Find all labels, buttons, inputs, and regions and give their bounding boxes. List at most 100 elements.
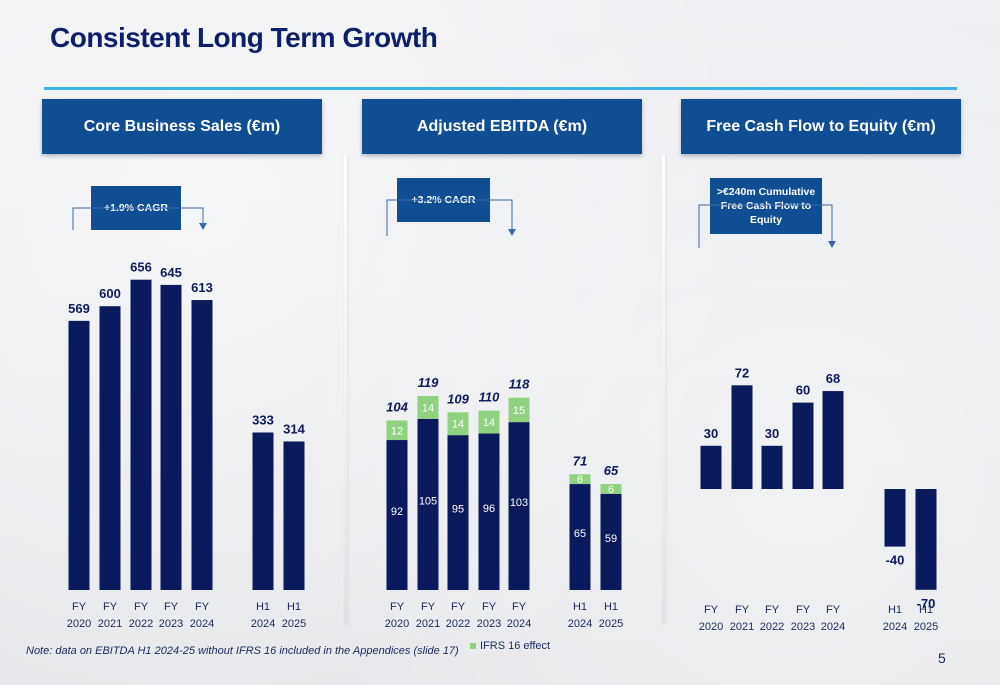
ebitda-tick-line2: 2020 (385, 618, 409, 630)
ebitda-tick-line2: 2024 (507, 618, 531, 630)
fcfe-tick-line1: FY (826, 604, 841, 616)
ebitda-tick-line1: H1 (573, 601, 587, 613)
sales-tick-line2: 2025 (282, 618, 306, 630)
sales-data-label: 600 (99, 286, 121, 301)
ebitda-bar-ifrs (508, 397, 530, 423)
sales-tick-line2: 2020 (67, 618, 91, 630)
fcfe-tick-line2: 2022 (760, 621, 784, 633)
ebitda-core-label: 92 (391, 506, 403, 518)
panel-header-sales: Core Business Sales (€m) (42, 99, 322, 154)
fcfe-data-label: 72 (735, 365, 749, 380)
fcfe-tick-line2: 2024 (883, 621, 907, 633)
sales-data-label: 314 (283, 421, 305, 436)
ebitda-total-label: 109 (447, 391, 469, 406)
ebitda-tick-line1: FY (482, 601, 497, 613)
ebitda-core-label: 65 (574, 528, 586, 540)
fcfe-tick-line2: 2020 (699, 621, 723, 633)
sales-tick-line2: 2021 (98, 618, 122, 630)
fcfe-tick-line1: FY (704, 604, 719, 616)
ebitda-total-label: 118 (509, 377, 530, 392)
ebitda-tick-line1: FY (451, 601, 466, 613)
ebitda-bar-core (417, 418, 439, 590)
ebitda-core-label: 96 (483, 503, 495, 515)
cagr-bracket-sales-arrow (199, 223, 207, 230)
fcfe-bar (915, 489, 937, 590)
panel-header-fcfe: Free Cash Flow to Equity (€m) (681, 99, 961, 154)
cagr-bracket-ebitda (386, 199, 513, 236)
fcfe-data-label: 60 (796, 383, 810, 398)
sales-data-label: 656 (130, 260, 152, 275)
sales-data-label: 645 (160, 265, 182, 280)
title-underline (44, 87, 957, 90)
sales-bar (68, 320, 90, 590)
ebitda-bar-ifrs (417, 396, 439, 419)
ebitda-total-label: 119 (418, 375, 439, 390)
sales-data-label: 569 (68, 301, 90, 316)
sales-tick-line1: FY (72, 601, 87, 613)
fcfe-tick-line2: 2025 (914, 621, 938, 633)
ebitda-bar-core (569, 484, 591, 590)
fcfe-tick-line1: FY (796, 604, 811, 616)
ebitda-bar-ifrs (478, 410, 500, 434)
fcfe-data-label: -40 (886, 553, 905, 568)
ebitda-tick-line2: 2021 (416, 618, 440, 630)
ebitda-bar-core (447, 435, 469, 590)
ebitda-ifrs-label: 14 (452, 419, 464, 431)
sales-bar (160, 284, 182, 590)
sales-data-label: 333 (252, 412, 274, 427)
ebitda-tick-line2: 2023 (477, 618, 501, 630)
fcfe-data-label: -70 (917, 596, 936, 611)
cagr-bracket-fcfe (698, 204, 833, 248)
ebitda-ifrs-label: 14 (422, 402, 434, 414)
sales-bar (252, 432, 274, 590)
ebitda-ifrs-label: 15 (513, 405, 525, 417)
fcfe-bar (761, 445, 783, 489)
sales-tick-line1: H1 (287, 601, 301, 613)
ebitda-core-label: 95 (452, 504, 464, 516)
cagr-bracket-fcfe-arrow (828, 241, 836, 248)
ebitda-core-label: 105 (419, 495, 437, 507)
fcfe-tick-line2: 2023 (791, 621, 815, 633)
legend: IFRS 16 effect (470, 640, 550, 652)
cagr-bracket-ebitda-arrow (508, 229, 516, 236)
sales-tick-line2: 2023 (159, 618, 183, 630)
sales-tick-line1: FY (164, 601, 179, 613)
ebitda-tick-line1: FY (512, 601, 527, 613)
ebitda-bar-ifrs (600, 484, 622, 494)
fcfe-tick-line2: 2024 (821, 621, 845, 633)
ebitda-bar-core (508, 422, 530, 590)
sales-bar (130, 279, 152, 590)
ebitda-bar-core (386, 440, 408, 590)
ebitda-core-label: 59 (605, 533, 617, 545)
sales-tick-line2: 2024 (190, 618, 214, 630)
page-title: Consistent Long Term Growth (50, 22, 438, 53)
sales-tick-line1: FY (195, 601, 210, 613)
ebitda-bar-ifrs (569, 474, 591, 485)
cagr-bracket-sales (72, 207, 204, 230)
sales-tick-line1: FY (134, 601, 149, 613)
ebitda-ifrs-label: 12 (391, 425, 403, 437)
fcfe-tick-line1: H1 (888, 604, 902, 616)
sales-tick-line1: FY (103, 601, 118, 613)
sales-bar (99, 306, 121, 590)
fcfe-tick-line1: FY (765, 604, 780, 616)
ebitda-ifrs-label: 6 (577, 474, 583, 486)
panel-divider-2 (662, 155, 665, 625)
sales-tick-line2: 2022 (129, 618, 153, 630)
legend-label: IFRS 16 effect (480, 640, 551, 652)
ebitda-tick-line2: 2025 (599, 618, 623, 630)
ebitda-bar-core (478, 433, 500, 590)
ebitda-total-label: 104 (386, 399, 408, 414)
fcfe-tick-line1: FY (735, 604, 750, 616)
page-number: 5 (938, 650, 946, 666)
ebitda-tick-line1: FY (421, 601, 436, 613)
fcfe-data-label: 68 (826, 371, 840, 386)
ebitda-core-label: 103 (510, 497, 528, 509)
ebitda-tick-line2: 2024 (568, 618, 592, 630)
sales-bar (283, 441, 305, 590)
ebitda-bar-core (600, 493, 622, 590)
fcfe-data-label: 30 (704, 426, 718, 441)
fcfe-data-label: 30 (765, 426, 779, 441)
ebitda-total-label: 65 (604, 463, 619, 478)
